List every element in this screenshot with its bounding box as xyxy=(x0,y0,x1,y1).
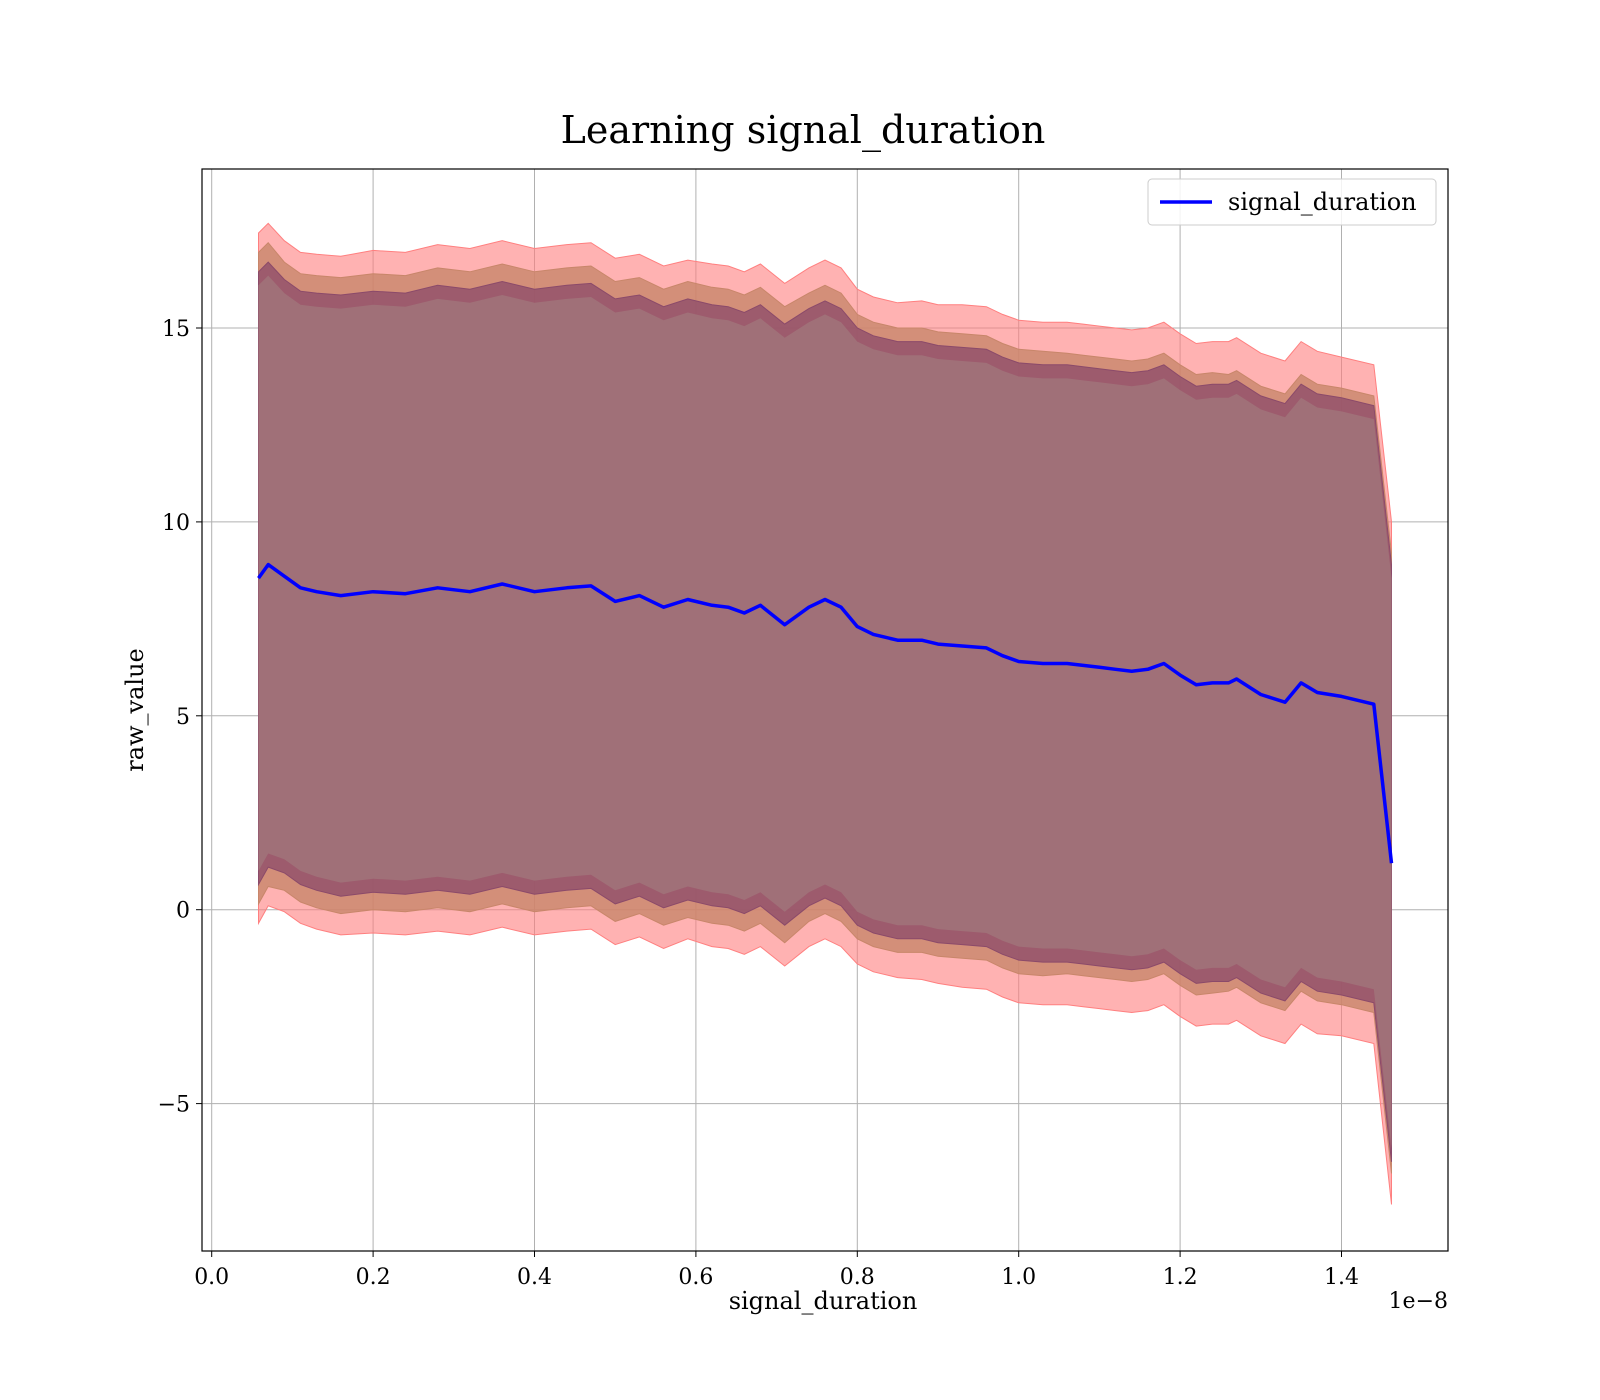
series-lines xyxy=(257,562,1394,864)
y-axis-label: raw_value xyxy=(121,648,149,772)
x-axis-label: signal_duration xyxy=(729,1287,918,1315)
plot-frame xyxy=(201,168,1449,1252)
x-tick-label: 1.4 xyxy=(1324,1265,1359,1290)
y-tick-label: 0 xyxy=(176,899,190,924)
x-tick-label: 0.4 xyxy=(517,1265,552,1290)
chart-title: Learning signal_duration xyxy=(561,108,1046,153)
x-tick-label: 0.2 xyxy=(356,1265,391,1290)
legend: signal_duration xyxy=(1147,178,1437,226)
x-axis-offset-label: 1e−8 xyxy=(1389,1289,1448,1314)
y-axis-ticks: −5 0 5 10 15 xyxy=(158,317,202,1118)
x-tick-label: 0.8 xyxy=(840,1265,875,1290)
x-tick-label: 0.6 xyxy=(678,1265,713,1290)
x-tick-label: 1.2 xyxy=(1163,1265,1198,1290)
y-tick-label: 10 xyxy=(162,511,190,536)
x-tick-label: 0.0 xyxy=(194,1265,229,1290)
uncertainty-bands xyxy=(258,222,1392,1205)
series-line-signal-duration xyxy=(257,562,1394,864)
legend-entry-signal-duration: signal_duration xyxy=(1228,188,1417,216)
y-tick-label: 15 xyxy=(162,317,190,342)
x-tick-label: 1.0 xyxy=(1001,1265,1036,1290)
legend-box xyxy=(1147,178,1437,226)
y-tick-label: −5 xyxy=(158,1093,190,1118)
y-tick-label: 5 xyxy=(176,705,190,730)
x-axis-ticks: 0.0 0.2 0.4 0.6 0.8 1.0 1.2 1.4 xyxy=(194,1251,1359,1290)
band-core xyxy=(258,275,1392,1149)
